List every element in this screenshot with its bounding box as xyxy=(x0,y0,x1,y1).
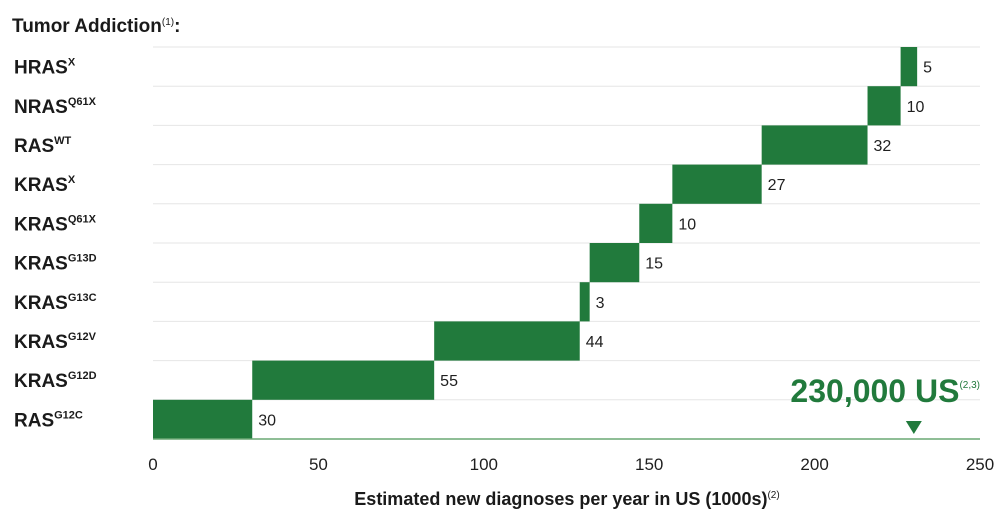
total-annotation-sup: (2,3) xyxy=(959,380,980,391)
row-label: KRASX xyxy=(14,174,76,196)
chart-title-text: Tumor Addiction xyxy=(12,16,162,37)
bars xyxy=(153,47,918,439)
bar xyxy=(579,282,590,322)
data-label: 10 xyxy=(907,99,925,116)
bar xyxy=(761,125,868,165)
data-label: 3 xyxy=(596,295,605,312)
data-label: 32 xyxy=(874,138,892,155)
data-label: 30 xyxy=(258,412,276,429)
row-label: KRASG12D xyxy=(14,370,97,392)
bar xyxy=(672,164,762,204)
bar xyxy=(867,86,901,126)
total-marker-triangle xyxy=(905,421,922,434)
row-label: KRASG12V xyxy=(14,331,97,353)
row-label: KRASQ61X xyxy=(14,213,97,235)
row-label: KRASG13C xyxy=(14,292,97,314)
row-label: RASG12C xyxy=(14,409,83,431)
x-axis-label-text: Estimated new diagnoses per year in US (… xyxy=(354,489,767,509)
row-label: KRASG13D xyxy=(14,253,97,275)
chart-title: Tumor Addiction(1): xyxy=(12,16,180,37)
x-tick-label: 50 xyxy=(309,455,328,474)
chart-title-sup: (1) xyxy=(162,17,174,28)
data-label: 5 xyxy=(923,60,932,77)
x-tick-label: 250 xyxy=(966,455,994,474)
data-label: 55 xyxy=(440,373,458,390)
bar xyxy=(434,321,580,361)
x-tick-label: 150 xyxy=(635,455,663,474)
data-labels: 5 10 32 27 10 15 3 44 55 30 xyxy=(258,60,932,430)
x-tick-label: 200 xyxy=(800,455,828,474)
bar xyxy=(639,203,673,243)
bar xyxy=(153,399,253,439)
x-tick-label: 100 xyxy=(470,455,498,474)
x-axis-label: Estimated new diagnoses per year in US (… xyxy=(354,489,779,509)
bar xyxy=(589,243,640,283)
data-label: 27 xyxy=(768,177,786,194)
chart-title-suffix: : xyxy=(174,16,180,37)
bar xyxy=(900,47,918,87)
data-label: 15 xyxy=(645,256,663,273)
data-label: 44 xyxy=(586,334,604,351)
data-label: 10 xyxy=(678,216,696,233)
x-tick-label: 0 xyxy=(148,455,157,474)
x-axis-label-sup: (2) xyxy=(767,490,779,501)
row-labels: HRASX NRASQ61X RASWT KRASX KRASQ61X KRASG13D K… xyxy=(14,57,97,432)
bar xyxy=(252,360,435,400)
total-annotation: 230,000 US(2,3) xyxy=(790,373,980,409)
total-annotation-text: 230,000 US xyxy=(790,373,959,409)
row-label: NRASQ61X xyxy=(14,96,97,118)
row-label: HRASX xyxy=(14,57,76,79)
row-label: RASWT xyxy=(14,135,72,157)
x-tick-labels: 0 50 100 150 200 250 xyxy=(148,455,994,474)
